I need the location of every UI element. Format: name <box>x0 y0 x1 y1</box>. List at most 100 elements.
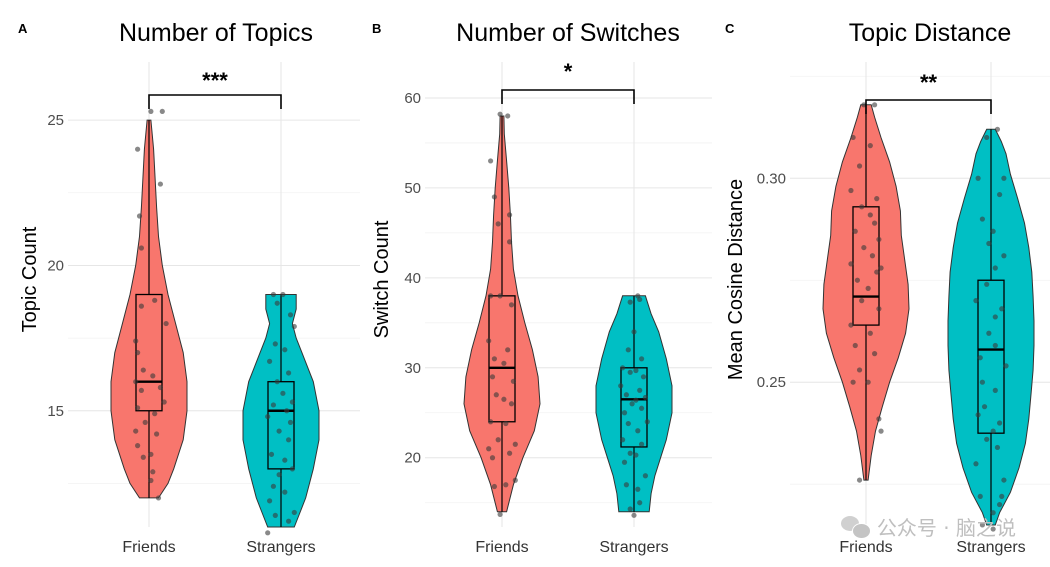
data-point <box>635 486 641 492</box>
data-point <box>505 347 511 353</box>
data-point <box>994 444 1001 451</box>
panel-letter: B <box>372 21 381 36</box>
x-tick-label: Strangers <box>246 539 315 556</box>
data-point <box>148 451 154 457</box>
data-point <box>1001 175 1007 181</box>
data-point <box>135 146 141 152</box>
data-point <box>152 297 158 303</box>
data-point <box>977 355 983 361</box>
data-point <box>507 212 513 218</box>
y-axis-title: Switch Count <box>371 220 393 338</box>
data-point <box>138 387 144 394</box>
data-point <box>163 320 169 327</box>
data-point <box>644 419 650 425</box>
data-point <box>488 293 494 299</box>
data-point <box>291 323 297 330</box>
y-tick-label: 15 <box>47 403 64 420</box>
data-point <box>859 204 865 210</box>
data-point <box>489 455 496 461</box>
watermark-text: 公众号 · 脑之说 <box>876 516 1016 540</box>
data-point <box>981 404 988 410</box>
data-point <box>274 300 280 306</box>
data-point <box>284 408 290 414</box>
data-point <box>486 446 492 452</box>
data-point <box>872 220 878 226</box>
data-point <box>856 163 863 169</box>
significance-label: * <box>564 59 573 84</box>
data-point <box>850 134 856 141</box>
data-point <box>138 245 144 251</box>
data-point <box>510 378 516 384</box>
data-point <box>270 483 276 489</box>
data-point <box>992 314 998 320</box>
data-point <box>291 509 297 516</box>
data-point <box>627 450 633 456</box>
data-point <box>1001 477 1007 483</box>
data-point <box>272 512 278 518</box>
data-point <box>990 526 996 532</box>
data-point <box>977 493 983 500</box>
data-point <box>152 411 158 417</box>
data-point <box>501 396 507 402</box>
data-point <box>990 510 996 516</box>
data-point <box>627 369 633 375</box>
watermark: 公众号 · 脑之说 <box>840 512 1016 541</box>
data-point <box>637 387 643 393</box>
panel-letter: A <box>18 21 28 36</box>
x-tick-label: Friends <box>475 539 528 556</box>
data-point <box>999 306 1005 312</box>
data-point <box>133 379 139 385</box>
data-point <box>639 356 645 362</box>
data-point <box>268 451 275 457</box>
panel-a: 15 20 25 Friends Strangers *** A Number of Topi… <box>18 19 360 556</box>
data-point <box>508 401 515 407</box>
data-point <box>497 293 503 299</box>
data-point <box>286 437 292 443</box>
data-point <box>265 413 271 420</box>
data-point <box>997 191 1003 198</box>
data-point <box>850 379 856 385</box>
data-point <box>495 437 501 443</box>
data-point <box>270 291 276 298</box>
data-point <box>986 240 992 247</box>
data-point <box>272 341 278 347</box>
data-point <box>148 108 154 115</box>
data-point <box>997 420 1003 426</box>
data-point <box>861 244 867 251</box>
data-point <box>621 459 628 465</box>
significance-bracket <box>501 89 635 104</box>
data-point <box>848 322 854 328</box>
data-point <box>874 269 880 275</box>
data-point <box>161 399 167 405</box>
data-point <box>503 420 509 427</box>
data-point <box>867 143 873 149</box>
data-point <box>491 194 497 200</box>
x-tick-label: Strangers <box>956 539 1025 556</box>
y-tick-label: 60 <box>404 90 421 107</box>
data-point <box>493 392 499 398</box>
data-point <box>148 477 154 484</box>
data-point <box>635 428 641 434</box>
violin-friends <box>110 119 188 499</box>
data-point <box>135 350 141 356</box>
y-tick-label: 0.30 <box>757 170 786 187</box>
data-point <box>631 329 637 335</box>
data-point <box>620 365 626 371</box>
data-point <box>979 216 986 222</box>
data-point <box>984 436 990 442</box>
box-strangers <box>620 367 648 448</box>
data-point <box>984 281 990 287</box>
y-axis-title: Topic Count <box>19 226 41 332</box>
x-tick-label: Friends <box>122 539 175 556</box>
data-point <box>265 530 271 536</box>
data-point <box>856 367 863 373</box>
data-point <box>973 461 979 467</box>
data-point <box>280 390 286 396</box>
data-point <box>497 111 503 117</box>
data-point <box>159 108 165 115</box>
data-point <box>289 466 295 472</box>
data-point <box>623 392 630 398</box>
panel-title: Topic Distance <box>849 19 1012 47</box>
data-point <box>639 441 645 447</box>
